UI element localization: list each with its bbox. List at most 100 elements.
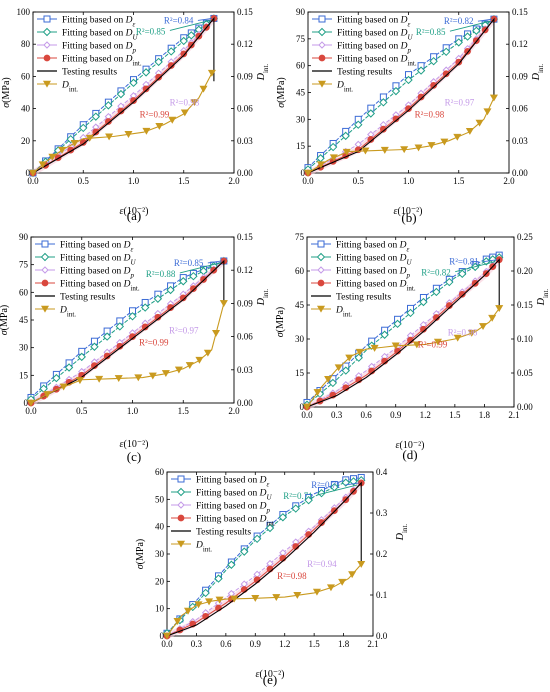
- r2-label-fit-c: R²=0.82: [444, 16, 474, 26]
- legend-label-part: Fitting based on: [337, 29, 401, 39]
- y2-axis-label: Dint.: [395, 524, 409, 542]
- series-marker-dint: [180, 109, 189, 117]
- legend-swatch-marker: [176, 487, 186, 497]
- series-marker-dint: [168, 116, 177, 124]
- series-marker-dint: [293, 591, 302, 599]
- legend-label: Fitting based on Dp: [62, 42, 136, 55]
- legend-label-part: U: [266, 494, 272, 502]
- series-marker-fit-u: [441, 47, 451, 57]
- series-line-fit-u: [166, 479, 362, 634]
- y2-tick-label: 0.2: [376, 549, 387, 559]
- legend-swatch-marker: [317, 27, 327, 37]
- y-tick-label: 0: [24, 398, 29, 408]
- series-marker-dint: [412, 341, 421, 349]
- panel-caption: (e): [263, 672, 277, 687]
- series-marker-dint: [199, 85, 208, 93]
- legend-swatch-marker: [318, 54, 326, 62]
- legend-swatch-marker: [41, 240, 49, 248]
- legend-label: Dint.: [61, 81, 78, 94]
- legend-swatch-marker: [41, 279, 49, 287]
- y-tick-label: 45: [295, 300, 305, 310]
- series-marker-dint: [26, 399, 36, 407]
- legend-label-part: Fitting based on: [62, 16, 126, 26]
- legend-swatch-marker: [317, 240, 325, 248]
- series-marker-dint: [478, 323, 488, 330]
- series-marker-fit-u: [445, 277, 454, 287]
- x-tick-label: 0.0: [161, 639, 173, 649]
- legend-swatch-marker: [177, 501, 185, 509]
- series-marker-fit-u: [166, 47, 176, 56]
- legend-label: Fitting based on Dε: [337, 16, 410, 29]
- series-marker-dint: [28, 169, 38, 177]
- series-marker-fit-u: [391, 86, 401, 96]
- legend-label-part: Fitting based on: [336, 280, 400, 290]
- series-marker-fit-int: [405, 105, 412, 112]
- legend-label-part: ε: [132, 21, 135, 29]
- legend-label: Fitting based on Dε: [336, 241, 409, 254]
- r2-arrow-fit-c: [477, 18, 492, 22]
- series-marker-dint: [70, 139, 79, 147]
- x-tick-label: 1.0: [127, 406, 139, 416]
- legend-label-part: int.: [406, 285, 415, 293]
- legend-label: Fitting based on Dε: [60, 241, 133, 254]
- legend-label: Dint.: [335, 306, 352, 319]
- series-marker-dint: [219, 300, 228, 307]
- y2-axis-label-part: D: [536, 297, 547, 306]
- series-marker-fit-u: [379, 98, 388, 107]
- y-tick-label: 60: [21, 71, 31, 81]
- y2-tick-label: 0.12: [237, 39, 253, 49]
- legend-label: Fitting based on DU: [336, 254, 412, 267]
- series-marker-fit-int: [455, 58, 463, 66]
- legend-label-part: U: [407, 34, 413, 42]
- legend-swatch-marker: [43, 54, 51, 62]
- x-tick-label: 2.0: [228, 406, 240, 416]
- x-tick-label: 0.3: [191, 639, 203, 649]
- series-marker-fit-u: [129, 78, 138, 88]
- y2-axis-label: Dint.: [256, 64, 270, 82]
- y2-tick-label: 0.09: [512, 71, 528, 81]
- y-tick-label: 90: [19, 232, 29, 242]
- legend-label-part: D: [399, 267, 407, 277]
- legend-label-part: ε: [130, 246, 133, 254]
- series-marker-fit-u: [189, 271, 198, 281]
- series-marker-dint: [148, 372, 157, 380]
- legend-label: Fitting based on DU: [337, 29, 413, 42]
- legend-label-part: Fitting based on: [60, 280, 124, 290]
- legend-swatch-marker: [43, 41, 51, 49]
- y2-tick-label: 0.03: [512, 136, 528, 146]
- legend-label-part: Fitting based on: [62, 42, 126, 52]
- legend-label-part: D: [399, 280, 407, 290]
- y2-tick-label: 0.15: [237, 7, 253, 17]
- legend-label: Fitting based on Dp: [60, 267, 134, 280]
- y-axis-label: σ(MPa): [275, 307, 286, 338]
- r2-label-fit-int: R²=0.99: [139, 337, 169, 347]
- r2-label-fit-p: R²=0.97: [169, 325, 199, 335]
- legend-label-part: int.: [130, 285, 139, 293]
- series-marker-fit-u: [416, 66, 426, 75]
- series-marker-fit-int: [318, 519, 325, 526]
- x-axis-label: ε(10⁻²): [256, 669, 285, 680]
- y-tick-label: 30: [19, 343, 29, 353]
- r2-label-fit-int: R²=0.98: [415, 109, 445, 119]
- legend-label-part: ε: [407, 21, 410, 29]
- x-tick-label: 0.5: [353, 176, 365, 186]
- legend-label-part: Fitting based on: [60, 267, 124, 277]
- legend-swatch-marker: [42, 27, 52, 37]
- series-marker-dint: [488, 314, 497, 322]
- r2-arrow-fit-c: [345, 482, 360, 486]
- series-marker-fit-u: [472, 26, 481, 35]
- y-tick-label: 15: [295, 368, 305, 378]
- x-tick-label: 0.9: [390, 410, 402, 420]
- legend-label-part: p: [129, 272, 134, 280]
- series-marker-dint: [75, 377, 84, 385]
- series-marker-dint: [334, 364, 343, 372]
- panel-caption: (a): [127, 208, 141, 223]
- y-axis-label: σ(MPa): [135, 539, 146, 570]
- series-marker-dint: [203, 349, 212, 357]
- series-line-fit-u: [30, 260, 225, 400]
- x-tick-label: 0.0: [25, 406, 37, 416]
- series-marker-dint: [48, 153, 57, 161]
- y-axis-label-part: σ: [135, 563, 146, 569]
- r2-label-fit-u: R²=0.85: [136, 26, 166, 36]
